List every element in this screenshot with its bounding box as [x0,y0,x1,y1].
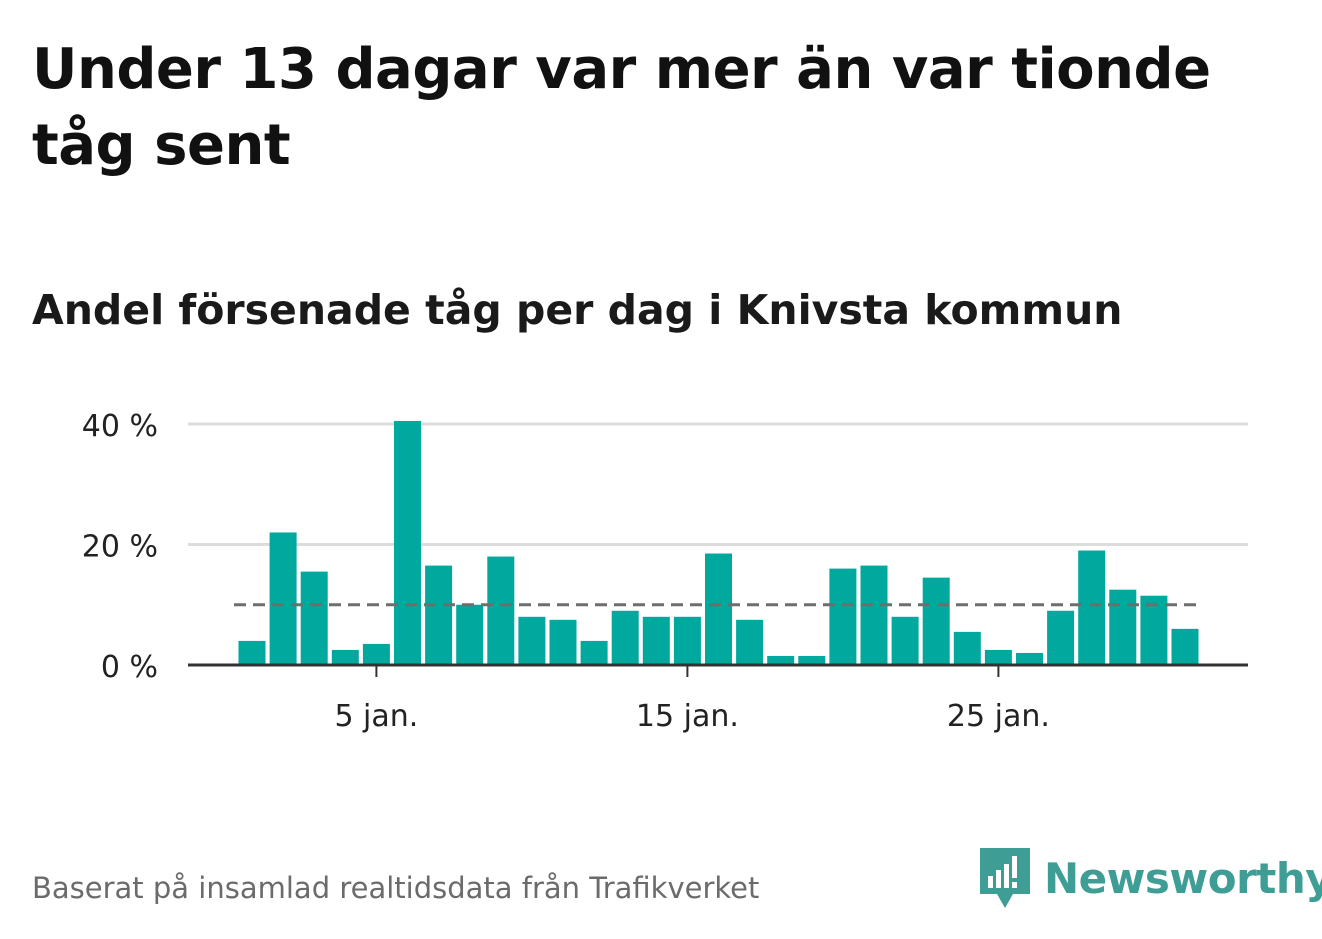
x-axis-labels: 5 jan. 15 jan. 25 jan. [334,699,1049,734]
brand-name: Newsworthy [1044,854,1322,903]
bar [673,616,701,665]
bar [331,649,359,665]
bar [456,604,484,665]
bar [705,553,732,665]
x-tick-label: 15 jan. [636,699,739,734]
bar [922,577,950,665]
bar [1109,589,1137,665]
x-tick-label: 5 jan. [334,699,418,734]
y-axis-labels: 0 % 20 % 40 % [82,409,158,685]
bar [580,640,608,665]
bar [798,655,826,665]
bar [642,616,670,665]
bar [394,420,421,665]
bar [269,532,297,665]
x-axis [188,663,1248,677]
y-tick-label: 0 % [101,650,158,685]
bar [829,568,857,665]
x-tick-label: 25 jan. [947,699,1050,734]
y-tick-label: 40 % [82,409,158,444]
grid-lines [188,422,1248,546]
bar [1016,652,1043,665]
chart-subtitle: Andel försenade tåg per dag i Knivsta ko… [32,286,1123,334]
bar [487,556,515,665]
bar [238,640,266,665]
bar [953,631,981,665]
bars [238,420,1199,665]
bar-chart: 0 % 20 % 40 % 5 jan. 15 jan. 25 jan. [82,409,1248,734]
bar [425,565,453,665]
bar [860,565,888,665]
bar [767,655,795,665]
y-tick-label: 20 % [82,530,158,565]
bar [1078,550,1106,665]
bar [1140,595,1168,665]
chart-title: Under 13 dagar var mer än var tionde tåg… [32,37,1211,178]
bar [736,619,764,665]
bar [611,610,639,665]
bar [1047,610,1075,665]
bar [984,649,1012,665]
bar [1171,628,1199,665]
brand-logo: Newsworthy [980,848,1322,910]
bar [300,571,328,665]
source-note: Baserat på insamlad realtidsdata från Tr… [32,871,760,905]
bar [362,643,390,665]
bar [549,619,577,665]
bar [891,616,919,665]
newsworthy-logo-icon [980,848,1030,908]
bar [518,616,546,665]
